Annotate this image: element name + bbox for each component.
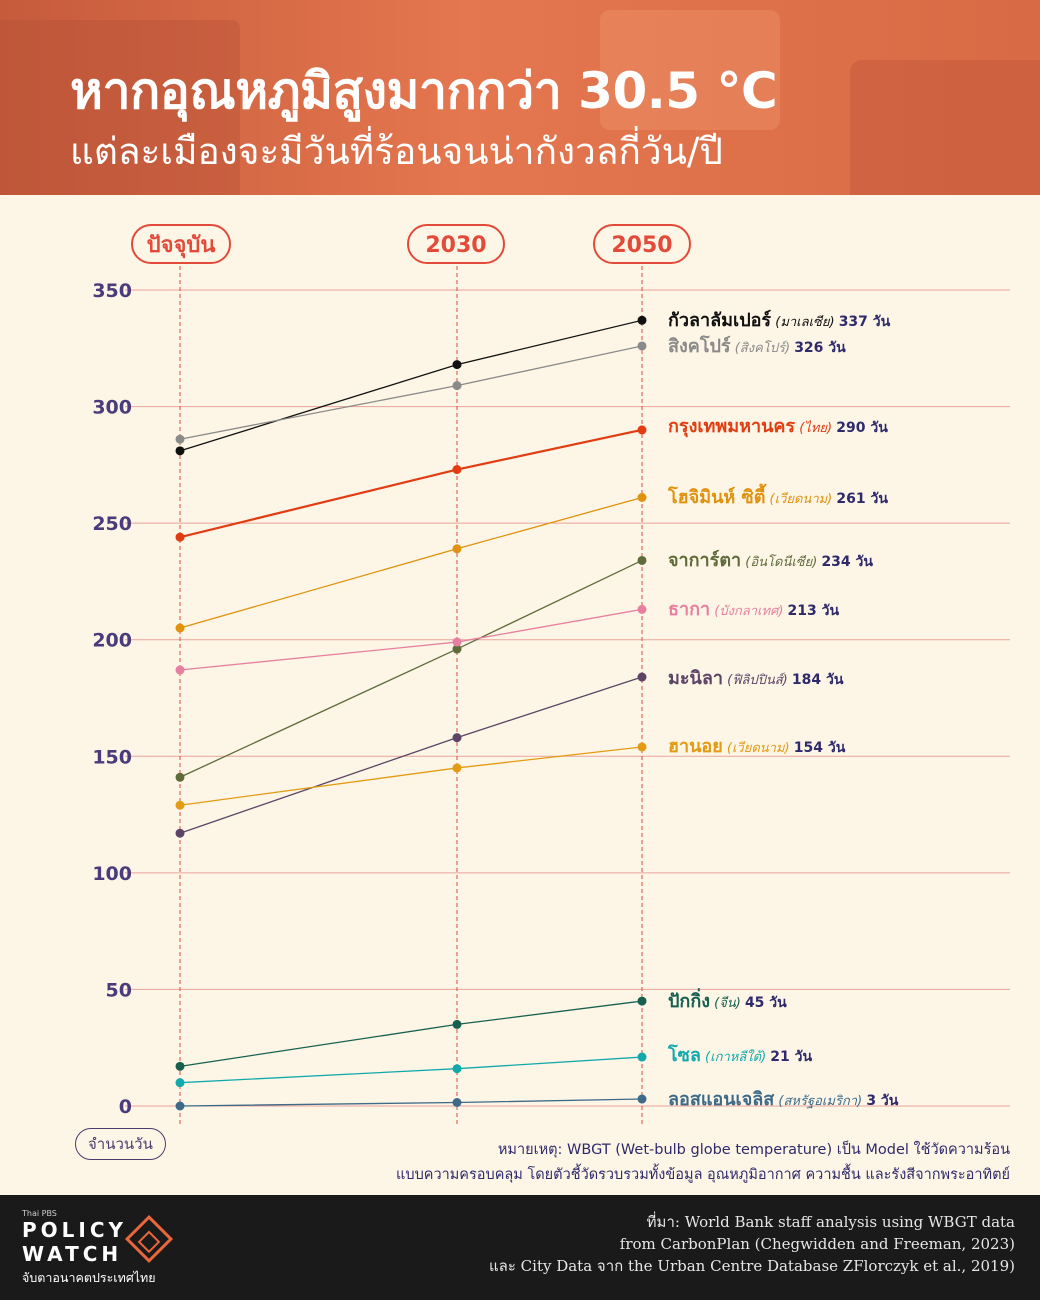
series-end-label: กรุงเทพมหานคร (ไทย) 290 วัน <box>668 416 888 438</box>
data-point <box>637 742 647 752</box>
data-point <box>452 1098 462 1108</box>
data-point <box>452 733 462 743</box>
y-tick-label: 200 <box>92 630 132 652</box>
series-line <box>179 345 643 440</box>
series-end-label: ปักกิ่ง (จีน) 45 วัน <box>668 988 787 1012</box>
data-point <box>452 381 462 391</box>
y-tick-label: 50 <box>106 979 132 1001</box>
source-line-3: และ City Data จาก the Urban Centre Datab… <box>488 1257 1015 1275</box>
logo-brand-small: Thai PBS <box>22 1209 57 1218</box>
chart-subtitle: แต่ละเมืองจะมีวันที่ร้อนจนน่ากังวลกี่วัน… <box>70 130 723 173</box>
data-point <box>452 360 462 370</box>
policy-watch-logo: Thai PBS POLICY WATCH จับตาอนาคตประเทศไท… <box>22 1209 156 1288</box>
data-point <box>637 425 647 435</box>
source-citation: ที่มา: World Bank staff analysis using W… <box>489 1211 1015 1277</box>
data-point <box>175 1101 185 1111</box>
data-point <box>452 1064 462 1074</box>
data-point <box>452 644 462 654</box>
note-line-2: แบบความครอบคลุม โดยตัวชี้วัดรวบรวมทั้งข้… <box>396 1167 1010 1183</box>
y-tick-label: 0 <box>119 1096 132 1118</box>
series-end-label: โฮจิมินห์ ซิตี้ (เวียดนาม) 261 วัน <box>667 483 888 508</box>
series-end-label: ธากา (บังกลาเทศ) 213 วัน <box>668 599 839 620</box>
header-decoration <box>850 60 1040 195</box>
data-point <box>175 665 185 675</box>
data-point <box>175 1078 185 1088</box>
chart-title: หากอุณหภูมิสูงมากกว่า 30.5 °C <box>70 62 778 120</box>
data-point <box>637 492 647 502</box>
data-point <box>175 434 185 444</box>
series-line <box>179 1098 643 1107</box>
y-tick-label: 150 <box>92 746 132 768</box>
data-point <box>452 763 462 773</box>
period-badge-2050: 2050 <box>593 224 691 264</box>
period-badge-current: ปัจจุบัน <box>131 224 231 264</box>
source-line-2: from CarbonPlan (Chegwidden and Freeman,… <box>619 1235 1015 1253</box>
series-end-label: โซล (เกาหลีใต้) 21 วัน <box>667 1044 812 1066</box>
series-end-label: สิงคโปร์ (สิงคโปร์) 326 วัน <box>668 335 846 357</box>
y-tick-label: 350 <box>92 280 132 302</box>
data-point <box>175 772 185 782</box>
series-end-label: กัวลาลัมเปอร์ (มาเลเซีย) 337 วัน <box>668 309 891 331</box>
y-tick-label: 250 <box>92 513 132 535</box>
series-line <box>179 746 643 806</box>
data-point <box>637 672 647 682</box>
logo-tagline: จับตาอนาคตประเทศไทย <box>22 1270 156 1285</box>
y-tick-label: 100 <box>92 863 132 885</box>
series-end-label: จาการ์ตา (อินโดนีเซีย) 234 วัน <box>668 549 873 571</box>
data-point <box>637 341 647 351</box>
series-line <box>179 319 643 452</box>
data-point <box>637 555 647 565</box>
data-point <box>452 637 462 647</box>
data-point <box>452 465 462 475</box>
data-point <box>637 315 647 325</box>
data-point <box>637 996 647 1006</box>
y-axis-unit-badge: จำนวนวัน <box>75 1128 166 1160</box>
data-point <box>452 544 462 554</box>
y-tick-label: 300 <box>92 397 132 419</box>
source-line-1: ที่มา: World Bank staff analysis using W… <box>646 1213 1015 1231</box>
methodology-note: หมายเหตุ: WBGT (Wet-bulb globe temperatu… <box>396 1138 1010 1188</box>
logo-line-2: WATCH <box>22 1242 123 1266</box>
data-point <box>175 1061 185 1071</box>
data-point <box>175 446 185 456</box>
series-line <box>179 559 643 778</box>
series-line <box>179 428 643 539</box>
data-point <box>637 1052 647 1062</box>
data-point <box>175 800 185 810</box>
series-line <box>179 1000 643 1068</box>
series-end-label: ฮานอย (เวียดนาม) 154 วัน <box>668 736 846 757</box>
data-point <box>175 828 185 838</box>
data-point <box>175 623 185 633</box>
data-point <box>175 532 185 542</box>
data-point <box>637 1094 647 1104</box>
note-line-1: หมายเหตุ: WBGT (Wet-bulb globe temperatu… <box>497 1142 1010 1158</box>
data-point <box>452 1019 462 1029</box>
series-line <box>179 1056 643 1084</box>
line-chart: 0 50 100 150 200 250 300 350 กัวลาลัมเปอร์ (มาเล… <box>92 266 1010 1125</box>
series-end-label: ลอสแอนเจลิส (สหรัฐอเมริกา) 3 วัน <box>668 1089 899 1110</box>
data-point <box>637 604 647 614</box>
footer: Thai PBS POLICY WATCH จับตาอนาคตประเทศไท… <box>0 1195 1040 1300</box>
series-line <box>179 496 643 629</box>
header-decoration <box>600 10 780 130</box>
period-badge-2030: 2030 <box>407 224 505 264</box>
header-banner: หากอุณหภูมิสูงมากกว่า 30.5 °C แต่ละเมือง… <box>0 0 1040 195</box>
header-decoration <box>0 20 240 195</box>
series-end-label: มะนิลา (ฟิลิปปินส์) 184 วัน <box>668 668 844 689</box>
logo-line-1: POLICY <box>22 1218 128 1242</box>
